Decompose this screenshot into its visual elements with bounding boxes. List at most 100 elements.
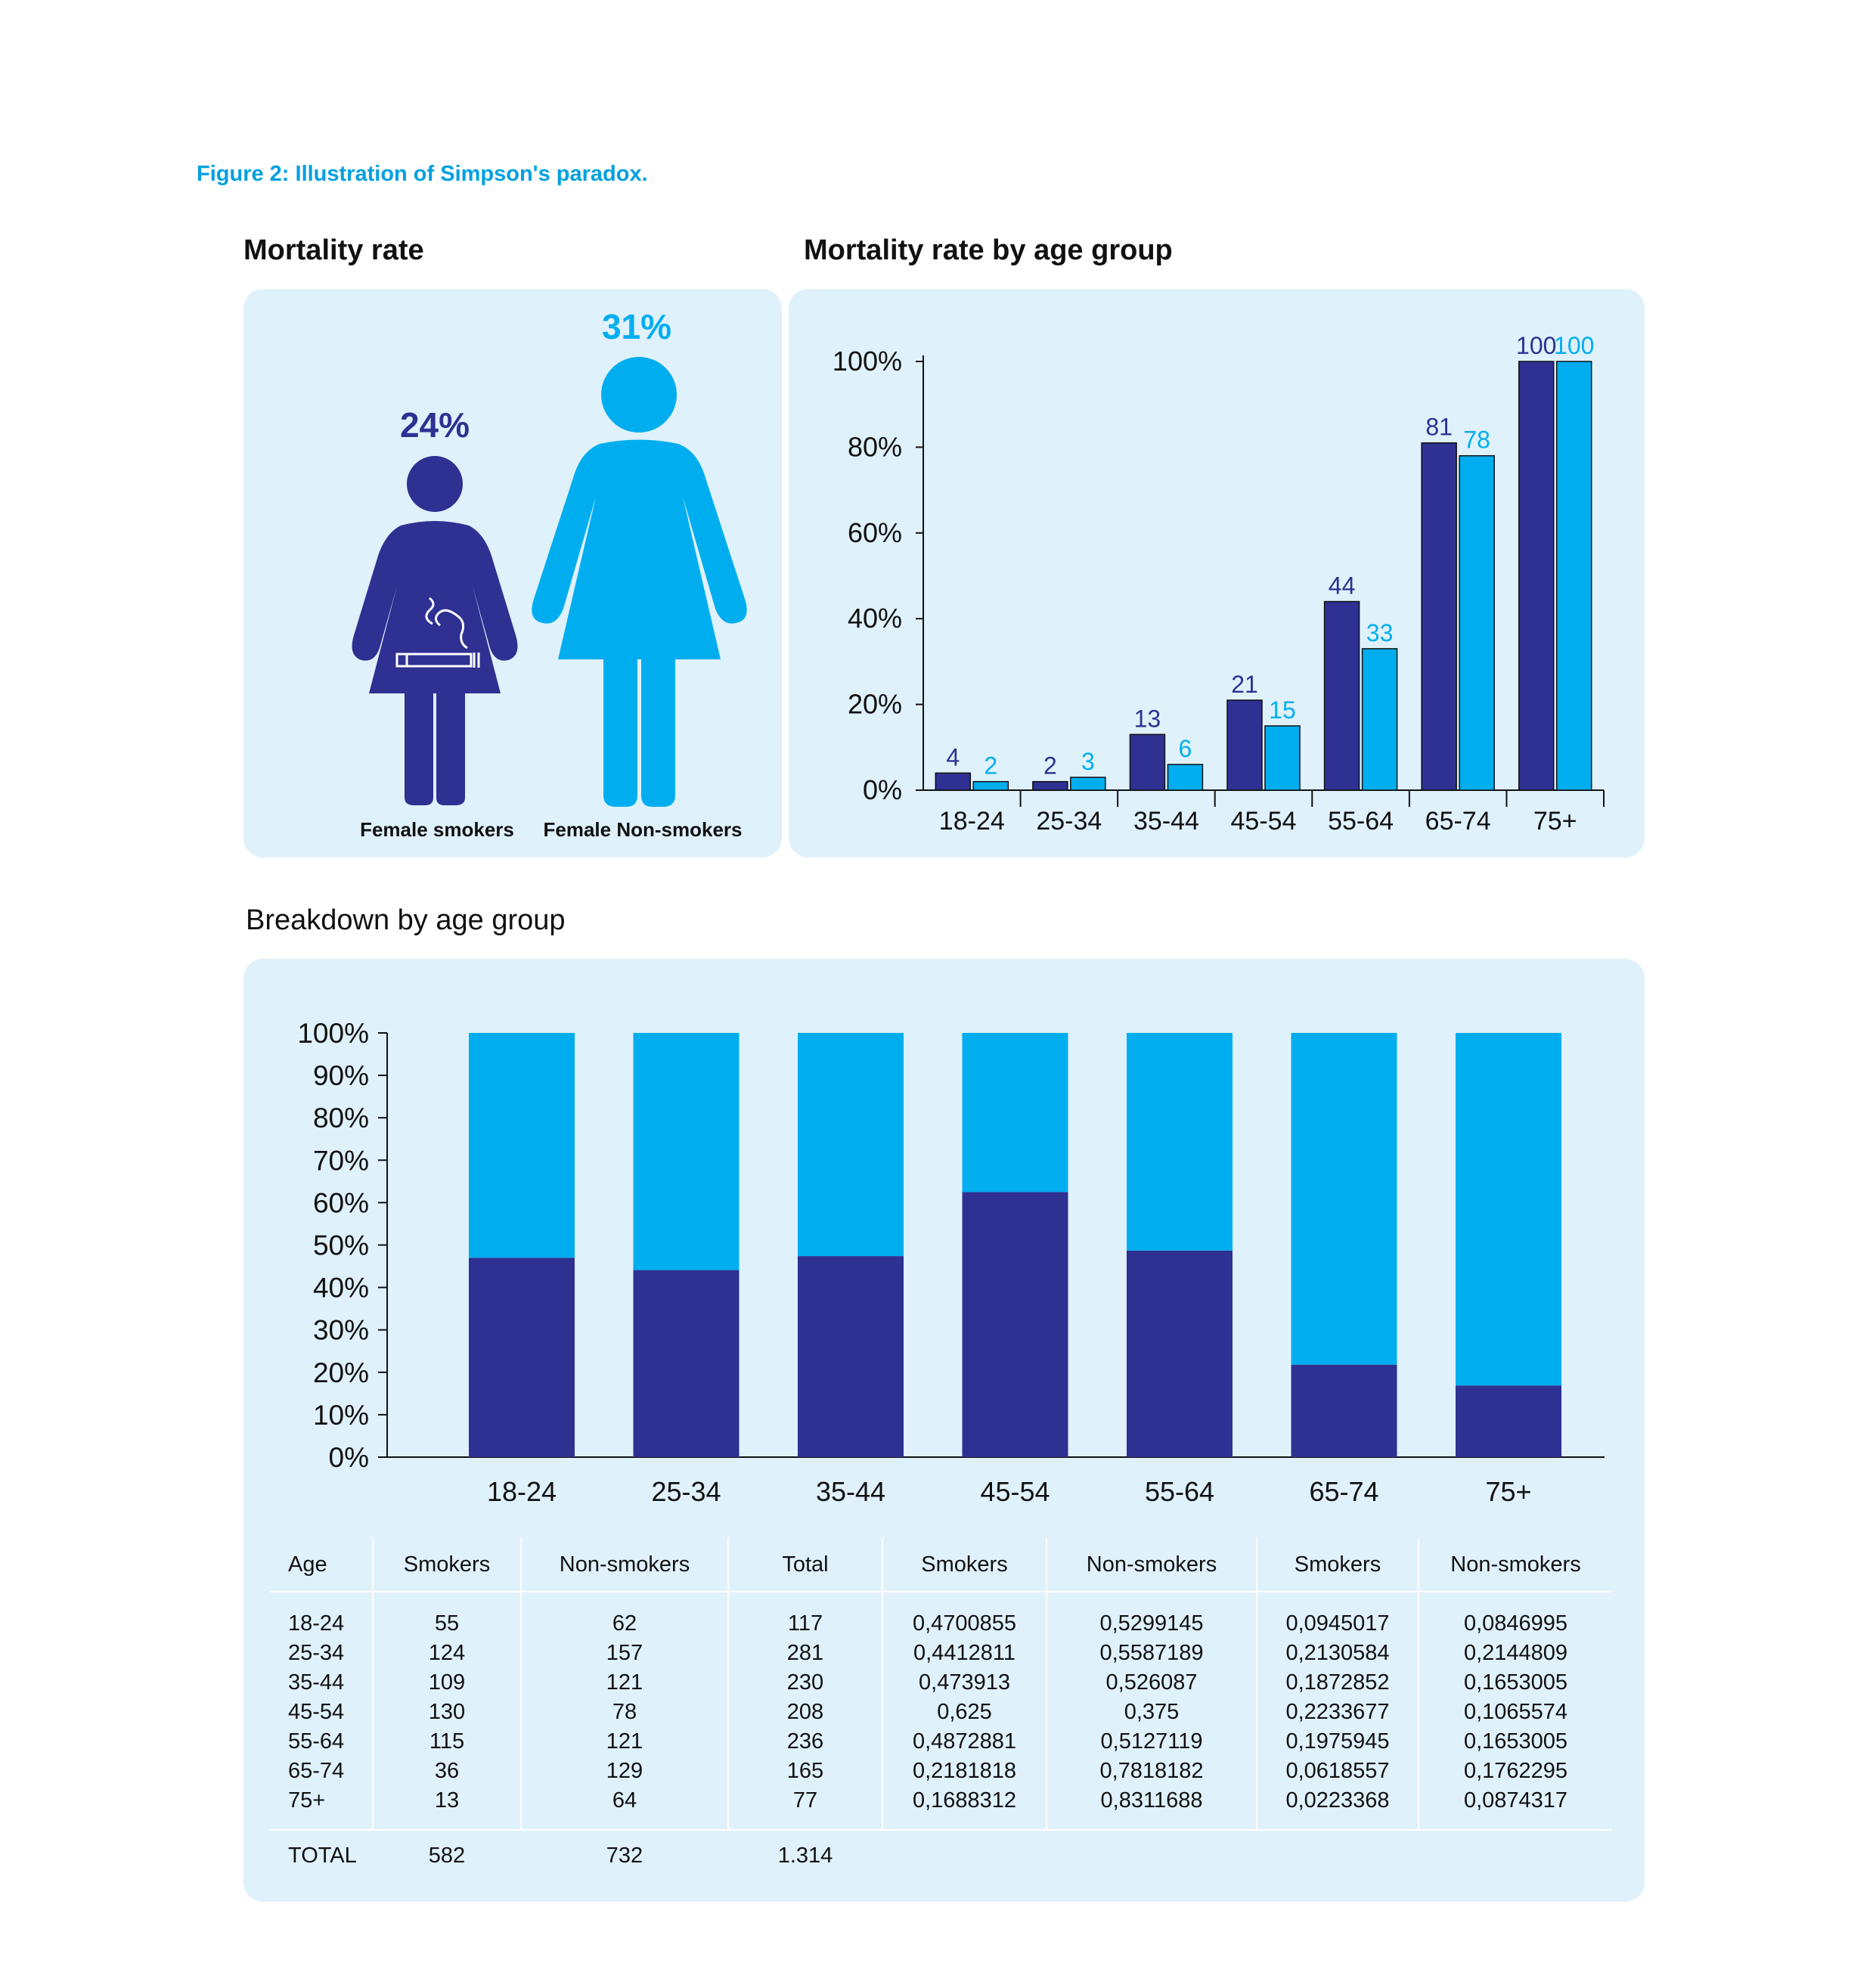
spacer-cell (882, 1816, 1047, 1831)
table-cell: 45-54 (270, 1698, 374, 1727)
bar (1323, 600, 1360, 791)
header-total: Total (728, 1538, 883, 1592)
non-smokers-label: Female Non-smokers (543, 818, 743, 841)
bar (1555, 361, 1592, 791)
x-tick-label: 25-34 (651, 1476, 721, 1507)
spacer-cell (728, 1592, 883, 1609)
stacked-bar-segment (633, 1033, 740, 1270)
stacked-bar-segment (469, 1033, 575, 1258)
total-cell: 1.314 (777, 1843, 833, 1868)
table-cell: 0,473913 (882, 1668, 1047, 1698)
y-tick-label: 80% (848, 431, 902, 462)
data-label: 100 (1516, 332, 1556, 359)
x-tick-label: 35-44 (816, 1476, 885, 1507)
table-cell: 124 (373, 1639, 522, 1668)
table-cell: 0,4412811 (882, 1639, 1047, 1668)
data-label: 100 (1554, 332, 1594, 359)
table-cell: 109 (373, 1668, 522, 1698)
stacked-bar-segment (1127, 1250, 1233, 1457)
table-cell: 75+ (270, 1786, 374, 1816)
header-non-smokers-share: Non-smokers (1047, 1538, 1257, 1592)
x-tick-label: 18-24 (487, 1476, 557, 1507)
bar (1459, 454, 1495, 791)
spacer-cell (521, 1592, 729, 1609)
stacked-bar-segment (1456, 1385, 1561, 1457)
table-cell: 0,7818182 (1047, 1757, 1257, 1786)
table-cell: 0,1688312 (882, 1786, 1047, 1816)
x-tick-label: 55-64 (1328, 807, 1394, 836)
x-tick-label: 45-54 (1231, 807, 1297, 836)
table-cell: 157 (521, 1639, 729, 1668)
y-tick-label: 100% (297, 1018, 369, 1049)
empty-cell (1419, 1830, 1612, 1881)
bar (1421, 442, 1457, 791)
stacked-bar-segment (962, 1192, 1068, 1457)
table-cell: 130 (373, 1698, 522, 1727)
mortality-by-age-chart: 0%20%40%60%80%100%18-244 225-342 335-44136… (833, 332, 1605, 836)
stacked-bar-segment (1127, 1033, 1233, 1251)
smokers-label: Female smokers (360, 818, 514, 841)
bar (1032, 780, 1068, 791)
spacer-cell (1257, 1592, 1419, 1609)
bar (1070, 777, 1106, 791)
table-row: 75+ 13 64 77 0,1688312 0,8311688 0,0223368 0,08… (270, 1786, 1612, 1816)
table-cell: 65-74 (270, 1757, 374, 1786)
y-tick-label: 30% (313, 1315, 369, 1346)
y-tick-label: 20% (848, 689, 902, 720)
table-cell: 236 (728, 1727, 883, 1757)
table-cell: 115 (373, 1727, 522, 1757)
table-cell: 0,1762295 (1463, 1759, 1568, 1783)
data-label: 2 (984, 752, 997, 780)
table-spacer (270, 1816, 1612, 1831)
spacer-cell (373, 1592, 522, 1609)
table-cell: 36 (373, 1757, 522, 1786)
y-tick-label: 0% (863, 774, 902, 805)
header-smokers-share: Smokers (882, 1538, 1047, 1592)
stacked-bar-segment (798, 1256, 904, 1457)
y-tick-label: 10% (313, 1400, 369, 1431)
mortality-rate-title: Mortality rate (243, 234, 424, 266)
table-cell: 18-24 (270, 1609, 374, 1639)
table-cell: 0,375 (1047, 1698, 1257, 1727)
table-cell: 0,526087 (1047, 1668, 1257, 1698)
y-tick-label: 70% (313, 1145, 369, 1176)
table-cell: 25-34 (270, 1639, 374, 1668)
table-cell: 121 (521, 1727, 729, 1757)
stacked-bar-segment (633, 1270, 740, 1457)
female-non-smoker-figure-icon (532, 357, 747, 807)
table-cell: 0,5127119 (1047, 1727, 1257, 1757)
stacked-bar-segment (962, 1033, 1068, 1192)
table-cell: 121 (521, 1668, 729, 1698)
table-cell: 35-44 (270, 1668, 374, 1698)
table-cell: 0,8311688 (1047, 1786, 1257, 1816)
y-tick-label: 40% (848, 603, 902, 634)
table-spacer (270, 1592, 1612, 1609)
cigarette-icon (395, 597, 480, 668)
table-total-row: TOTAL 582 732 1.314 (270, 1830, 1612, 1881)
age-mortality-panel (789, 289, 1645, 857)
table-cell: 0,1653005 (1463, 1670, 1568, 1695)
header-non-smokers: Non-smokers (521, 1538, 729, 1592)
bar (1129, 733, 1166, 791)
smokers-mortality-pct: 24% (399, 405, 470, 445)
total-cell: TOTAL (288, 1843, 357, 1868)
stacked-bar-segment (1291, 1033, 1397, 1365)
data-label: 33 (1366, 619, 1394, 647)
table-cell: 0,0846995 (1463, 1611, 1568, 1636)
total-cell: 582 (428, 1843, 466, 1868)
empty-cell (882, 1830, 1047, 1881)
table-cell: 165 (728, 1757, 883, 1786)
data-label: 4 (946, 743, 960, 771)
table-cell: 0,5587189 (1047, 1639, 1257, 1668)
female-smoker-figure-icon (352, 456, 518, 805)
data-label: 3 (1081, 748, 1095, 775)
bar (1518, 361, 1555, 791)
y-tick-label: 80% (313, 1102, 369, 1133)
x-tick-label: 25-34 (1036, 807, 1102, 836)
bar (1167, 764, 1204, 791)
x-tick-label: 75+ (1485, 1476, 1531, 1507)
table-cell: 0,1975945 (1257, 1727, 1419, 1757)
table-cell: 0,5299145 (1047, 1609, 1257, 1639)
table-cell: 0,2181818 (882, 1757, 1047, 1786)
data-table: Age Smokers Non-smokers Total Smokers No… (270, 1538, 1612, 1881)
